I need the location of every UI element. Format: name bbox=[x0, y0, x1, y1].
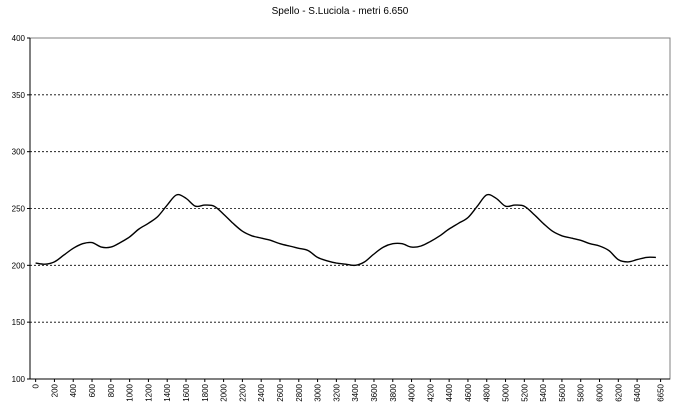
x-tick-label: 2600 bbox=[276, 383, 285, 401]
x-tick-label: 800 bbox=[107, 383, 116, 397]
y-tick-label: 350 bbox=[12, 91, 26, 100]
x-tick-label: 6650 bbox=[657, 383, 666, 401]
x-tick-label: 5000 bbox=[502, 383, 511, 401]
series-line-elevation bbox=[35, 193, 656, 267]
x-tick-label: 2800 bbox=[295, 383, 304, 401]
x-tick-label: 3600 bbox=[370, 383, 379, 401]
x-tick-label: 4400 bbox=[445, 383, 454, 401]
x-tick-label: 1400 bbox=[163, 383, 172, 401]
x-tick-label: 1800 bbox=[201, 383, 210, 401]
x-tick-label: 3000 bbox=[314, 383, 323, 401]
y-tick-label: 400 bbox=[12, 34, 26, 43]
y-tick-label: 300 bbox=[12, 148, 26, 157]
x-tick-label: 3800 bbox=[389, 383, 398, 401]
y-tick-label: 150 bbox=[12, 318, 26, 327]
x-tick-label: 2400 bbox=[257, 383, 266, 401]
x-tick-label: 2000 bbox=[220, 383, 229, 401]
y-axis-ticks: 100 150 200 250 300 350 400 bbox=[12, 34, 30, 384]
x-tick-label: 4600 bbox=[464, 383, 473, 401]
x-tick-label: 400 bbox=[69, 383, 78, 397]
x-tick-label: 6000 bbox=[596, 383, 605, 401]
x-tick-label: 1200 bbox=[144, 383, 153, 401]
x-tick-label: 4800 bbox=[483, 383, 492, 401]
chart-title: Spello - S.Luciola - metri 6.650 bbox=[272, 6, 409, 17]
y-tick-label: 250 bbox=[12, 205, 26, 214]
y-tick-label: 100 bbox=[12, 375, 26, 384]
x-tick-label: 600 bbox=[88, 383, 97, 397]
y-tick-label: 200 bbox=[12, 261, 26, 270]
x-tick-label: 4200 bbox=[426, 383, 435, 401]
x-tick-label: 2200 bbox=[238, 383, 247, 401]
x-tick-label: 5400 bbox=[539, 383, 548, 401]
x-tick-label: 4000 bbox=[408, 383, 417, 401]
x-tick-label: 5600 bbox=[558, 383, 567, 401]
x-tick-label: 5200 bbox=[520, 383, 529, 401]
x-tick-label: 0 bbox=[32, 383, 41, 388]
x-tick-label: 5800 bbox=[577, 383, 586, 401]
x-tick-label: 3200 bbox=[332, 383, 341, 401]
x-tick-label: 6200 bbox=[614, 383, 623, 401]
x-tick-label: 6400 bbox=[633, 383, 642, 401]
x-tick-label: 200 bbox=[50, 383, 59, 397]
x-tick-label: 3400 bbox=[351, 383, 360, 401]
x-tick-label: 1000 bbox=[126, 383, 135, 401]
x-tick-label: 1600 bbox=[182, 383, 191, 401]
x-axis-ticks: 0 200 400 600 800 1000 1200 1400 1600 1800 2000 220… bbox=[32, 379, 666, 402]
